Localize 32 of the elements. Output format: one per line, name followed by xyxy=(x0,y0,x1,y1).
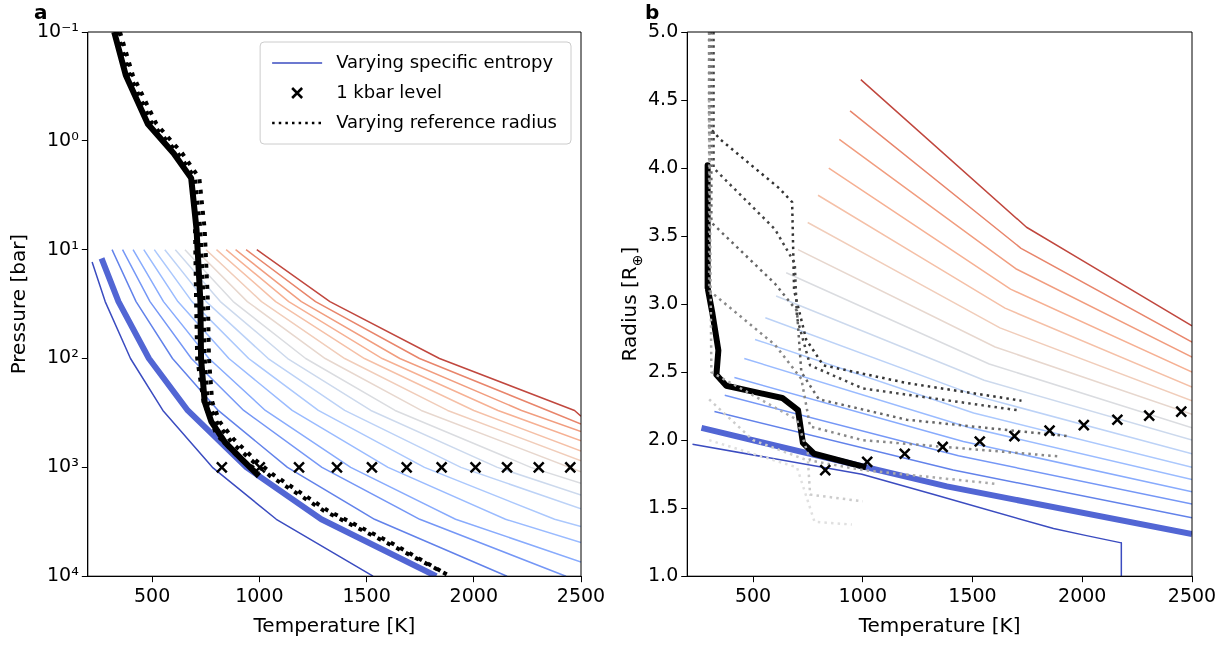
y-tick-label: 2.0 xyxy=(648,427,679,450)
y-tick-label: 4.5 xyxy=(648,86,679,109)
legend-label: 1 kbar level xyxy=(336,80,443,102)
x-tick-label: 1500 xyxy=(948,583,997,606)
y-tick-label: 3.5 xyxy=(648,223,679,246)
y-tick-label: 10² xyxy=(47,345,79,368)
y-tick-label: 1.5 xyxy=(648,495,679,518)
x-tick-label: 2500 xyxy=(556,583,606,606)
x-tick-label: 2000 xyxy=(1058,583,1107,606)
y-tick-label: 10⁻¹ xyxy=(36,18,79,41)
x-tick-label: 500 xyxy=(134,583,171,606)
x-tick-label: 2000 xyxy=(449,583,498,606)
y-tick-label: 10⁴ xyxy=(47,563,80,586)
x-axis-title: Temperature [K] xyxy=(252,613,416,638)
y-tick-label: 1.0 xyxy=(648,563,679,586)
y-tick-label: 2.5 xyxy=(648,359,679,382)
x-tick-label: 1000 xyxy=(838,583,887,606)
legend-label: Varying reference radius xyxy=(336,110,558,132)
y-tick-label: 10¹ xyxy=(47,236,79,259)
y-axis-title: Radius [R⊕] xyxy=(617,246,645,362)
x-tick-label: 1500 xyxy=(342,583,391,606)
x-tick-label: 2500 xyxy=(1167,583,1217,606)
x-tick-label: 500 xyxy=(734,583,772,606)
y-tick-label: 5.0 xyxy=(648,18,679,41)
y-tick-label: 10³ xyxy=(47,454,79,477)
legend-label: Varying specific entropy xyxy=(336,50,554,72)
y-tick-label: 3.0 xyxy=(648,291,679,314)
y-axis-title: Pressure [bar] xyxy=(6,233,31,375)
x-axis-title: Temperature [K] xyxy=(857,613,1021,638)
y-tick-label: 10⁰ xyxy=(47,127,79,150)
x-tick-label: 1000 xyxy=(235,583,284,606)
y-tick-label: 4.0 xyxy=(648,154,679,177)
